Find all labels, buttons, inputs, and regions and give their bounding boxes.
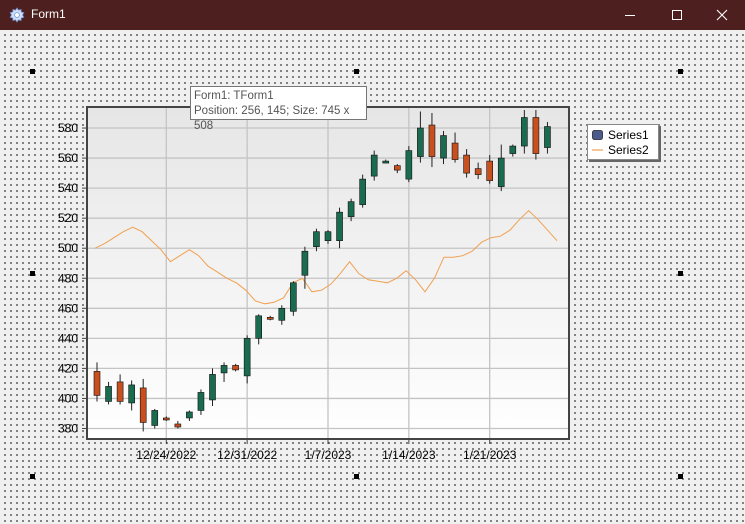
candle-body <box>417 127 424 157</box>
candle-body <box>186 411 193 419</box>
y-tick-label: 540 <box>58 181 78 195</box>
candle-body <box>301 250 309 276</box>
candle-body <box>440 135 447 159</box>
y-tick-label: 520 <box>58 211 78 225</box>
candle-body <box>313 231 320 248</box>
candle-body <box>243 338 251 377</box>
candle-body <box>197 392 205 411</box>
candle-body <box>497 157 505 187</box>
maximize-icon <box>671 9 682 20</box>
candle-body <box>405 150 413 180</box>
candle-body <box>220 365 228 374</box>
x-tick-label: 1/14/2023 <box>382 448 436 462</box>
y-tick-label: 420 <box>58 361 78 375</box>
candle-body <box>151 410 159 426</box>
x-tick-label: 1/7/2023 <box>305 448 352 462</box>
selection-grip-bottom-right[interactable] <box>678 474 683 479</box>
selection-grip-top-center[interactable] <box>354 69 359 74</box>
candle-body <box>359 178 366 205</box>
candle-body <box>290 282 297 312</box>
candle-body <box>209 374 216 401</box>
series2-line <box>94 210 558 305</box>
minimize-icon <box>624 14 635 16</box>
candle-body <box>370 154 378 177</box>
candle-body <box>324 231 332 242</box>
selection-grip-middle-right[interactable] <box>678 271 683 276</box>
candle-body <box>428 124 436 157</box>
x-tick-label: 12/31/2022 <box>217 448 277 462</box>
candle-body <box>336 211 343 242</box>
legend-label-series1: Series1 <box>608 128 649 142</box>
selection-grip-middle-left[interactable] <box>30 271 35 276</box>
y-tick-label: 500 <box>58 241 78 255</box>
close-button[interactable] <box>699 0 745 30</box>
candle-body <box>116 381 124 402</box>
legend-item-series2: Series2 <box>592 143 649 157</box>
candle-body <box>347 201 355 217</box>
candle-body <box>521 117 528 147</box>
candle-swatch-icon <box>592 130 603 140</box>
chart-component[interactable]: 12/24/2022 12/31/2022 1/7/2023 1/14/2023 1/2… <box>34 72 680 476</box>
hint-line-2: Position: 256, 145; Size: 745 x 508 <box>194 105 350 132</box>
candlestick-chart: 12/24/2022 12/31/2022 1/7/2023 1/14/2023 1/2… <box>58 106 570 462</box>
title-bar[interactable]: Form1 <box>0 0 745 30</box>
x-tick-label: 12/24/2022 <box>136 448 196 462</box>
candle-body <box>463 154 470 174</box>
minimize-button[interactable] <box>607 0 653 30</box>
candle-body <box>93 371 101 396</box>
candle-body <box>486 160 494 181</box>
legend-label-series2: Series2 <box>608 143 649 157</box>
candle-body <box>382 160 390 164</box>
y-tick-label: 560 <box>58 151 78 165</box>
legend-item-series1: Series1 <box>592 128 649 142</box>
line-swatch-icon <box>592 149 603 151</box>
maximize-button[interactable] <box>654 0 700 30</box>
hint-line-1: Form1: TForm1 <box>194 90 274 102</box>
gear-icon <box>9 7 25 23</box>
close-icon <box>716 9 728 21</box>
y-tick-label: 440 <box>58 331 78 345</box>
candle-body <box>139 387 147 423</box>
candle-body <box>544 126 551 148</box>
candle-body <box>393 165 401 171</box>
candle-body <box>474 168 482 175</box>
x-tick-label: 1/21/2023 <box>463 448 517 462</box>
designer-hint-tooltip: Form1: TForm1 Position: 256, 145; Size: … <box>190 86 367 132</box>
y-tick-label: 480 <box>58 271 78 285</box>
candle-body <box>105 386 112 402</box>
candle-body <box>232 365 239 371</box>
y-tick-label: 400 <box>58 391 78 405</box>
selection-grip-top-left[interactable] <box>30 69 35 74</box>
candle-body <box>509 145 517 154</box>
y-tick-label: 460 <box>58 301 78 315</box>
candle-body <box>128 384 135 404</box>
y-tick-label: 380 <box>58 421 78 435</box>
candle-body <box>266 317 274 320</box>
candle-body <box>163 417 170 421</box>
candle-body <box>255 315 262 339</box>
candle-body <box>532 117 540 154</box>
chart-legend: Series1 Series2 <box>587 124 659 160</box>
candle-body <box>278 308 286 321</box>
candle-body <box>174 423 182 428</box>
y-tick-label: 580 <box>58 121 78 135</box>
selection-grip-bottom-center[interactable] <box>354 474 359 479</box>
candle-body <box>451 142 459 160</box>
window-title: Form1 <box>31 7 66 21</box>
selection-grip-bottom-left[interactable] <box>30 474 35 479</box>
selection-grip-top-right[interactable] <box>678 69 683 74</box>
